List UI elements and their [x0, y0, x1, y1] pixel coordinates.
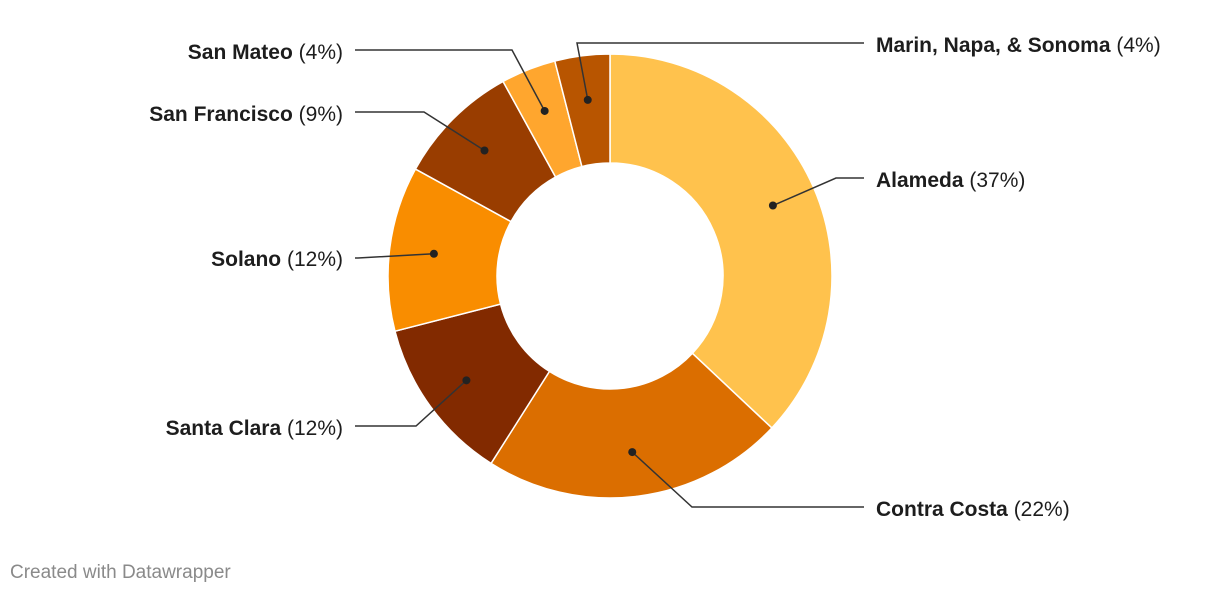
label-contra-costa: Contra Costa (22%) — [876, 498, 1070, 521]
label-pct-alameda: (37%) — [964, 169, 1026, 192]
label-san-mateo: San Mateo (4%) — [188, 41, 343, 64]
slice-marin-napa-sonoma — [553, 53, 611, 168]
label-marin-napa-sonoma: Marin, Napa, & Sonoma (4%) — [876, 34, 1161, 57]
label-name-contra-costa: Contra Costa — [876, 498, 1008, 521]
leader-dot-san-mateo — [540, 106, 549, 115]
label-pct-contra-costa: (22%) — [1008, 498, 1070, 521]
label-pct-san-mateo: (4%) — [293, 41, 343, 64]
slice-labels: Alameda (37%) Contra Costa (22%) Santa Cla… — [149, 34, 1160, 521]
label-name-san-mateo: San Mateo — [188, 41, 293, 64]
label-name-santa-clara: Santa Clara — [166, 417, 282, 440]
leader-dot-san-francisco — [480, 146, 489, 155]
slice-contra-costa — [490, 352, 773, 499]
label-solano: Solano (12%) — [211, 248, 343, 271]
leader-lines — [355, 42, 864, 508]
leader-line-contra-costa — [631, 451, 864, 508]
leader-line-santa-clara — [355, 379, 467, 427]
label-name-san-francisco: San Francisco — [149, 103, 293, 126]
leader-dot-solano — [429, 249, 438, 258]
label-san-francisco: San Francisco (9%) — [149, 103, 343, 126]
label-name-alameda: Alameda — [876, 169, 964, 192]
leader-dot-santa-clara — [462, 376, 471, 385]
label-santa-clara: Santa Clara (12%) — [166, 417, 343, 440]
slice-alameda — [609, 53, 833, 430]
datawrapper-credit: Created with Datawrapper — [10, 562, 231, 583]
donut-slices — [387, 53, 833, 499]
label-pct-santa-clara: (12%) — [281, 417, 343, 440]
label-name-marin-napa-sonoma: Marin, Napa, & Sonoma — [876, 34, 1111, 57]
label-pct-san-francisco: (9%) — [293, 103, 343, 126]
label-name-solano: Solano — [211, 248, 281, 271]
leader-dot-contra-costa — [628, 448, 637, 457]
leader-dot-marin-napa-sonoma — [583, 95, 592, 104]
leader-line-solano — [355, 253, 434, 259]
label-alameda: Alameda (37%) — [876, 169, 1025, 192]
leader-line-marin-napa-sonoma — [576, 42, 864, 101]
leader-line-san-mateo — [355, 49, 546, 112]
leader-dot-alameda — [768, 201, 777, 210]
leader-line-san-francisco — [355, 111, 485, 152]
leader-line-alameda — [772, 177, 864, 207]
label-pct-marin-napa-sonoma: (4%) — [1111, 34, 1161, 57]
label-pct-solano: (12%) — [281, 248, 343, 271]
